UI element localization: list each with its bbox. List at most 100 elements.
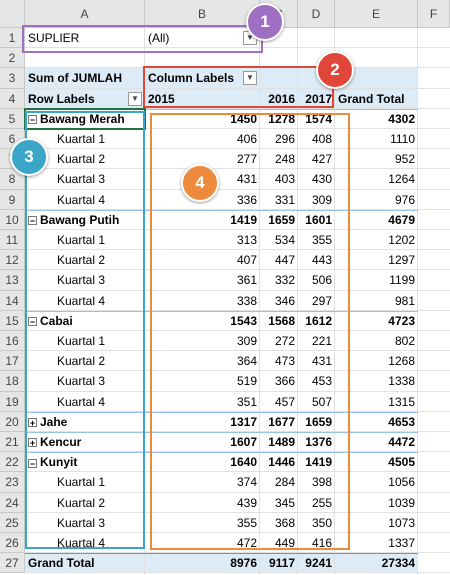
value-cell: 336 [236,192,257,207]
row-label: Kuartal 2 [25,250,145,270]
column-dropdown[interactable]: ▼ [243,71,257,86]
grid-line [25,208,450,210]
expand-toggle[interactable]: + [28,418,37,429]
row-header[interactable]: 1 [0,28,25,49]
row-header[interactable]: 18 [0,371,25,392]
value-cell: 1489 [268,435,295,449]
row-header[interactable]: 21 [0,432,25,453]
value-cell: 431 [236,172,257,187]
row-header[interactable]: 23 [0,472,25,493]
total-cell: 981 [394,293,415,308]
row-header[interactable]: 10 [0,209,25,230]
value-cell: 443 [311,253,332,268]
total-cell: 1315 [388,394,415,409]
group-border [25,310,418,312]
total-cell: 1338 [388,374,415,389]
grid-line [25,289,450,291]
value-cell: 507 [311,394,332,409]
group-border [25,432,418,433]
row-label: Kuartal 4 [25,392,145,412]
value-cell: 297 [311,293,332,308]
row-label: Grand Total [25,553,145,573]
year-header: 2017 [305,91,332,106]
row-label: + Jahe [25,412,145,432]
filter-field: SUPLIER [28,31,80,45]
column-header[interactable]: D [298,0,335,28]
total-cell: 4505 [388,455,415,470]
row-header[interactable]: 3 [0,68,25,89]
label-text: Kuartal 2 [57,354,106,369]
row-header[interactable]: 17 [0,351,25,372]
row-header[interactable]: 26 [0,533,25,554]
expand-toggle[interactable]: − [28,216,37,227]
row-dropdown[interactable]: ▼ [128,91,142,106]
value-cell: 248 [274,152,295,167]
value-cell: 351 [236,394,257,409]
grid-line [25,350,450,352]
total-cell: 1199 [389,273,415,288]
row-header[interactable]: 22 [0,452,25,473]
row-header[interactable]: 2 [0,48,25,69]
row-header[interactable]: 12 [0,250,25,271]
grid-line [25,188,450,190]
grid-line [25,390,450,392]
row-header[interactable]: 8 [0,169,25,190]
row-label: Kuartal 1 [25,472,145,492]
grid-line [25,107,450,109]
row-header[interactable]: 16 [0,331,25,352]
value-cell: 1278 [268,111,295,126]
expand-toggle[interactable]: − [28,115,37,126]
row-header[interactable]: 14 [0,290,25,311]
row-header[interactable]: 13 [0,270,25,291]
value-cell: 1376 [305,435,332,449]
expand-toggle[interactable]: − [28,317,37,328]
total-cell: 802 [394,334,415,348]
label-text: Bawang Putih [40,212,120,227]
row-header[interactable]: 25 [0,512,25,533]
value-cell: 364 [236,354,257,369]
value-cell: 331 [274,192,295,207]
total-header: Grand Total [338,91,405,106]
column-header[interactable]: B [145,0,260,28]
row-header[interactable]: 9 [0,189,25,210]
grid-line [25,148,450,150]
row-header[interactable]: 24 [0,492,25,513]
row-header[interactable]: 19 [0,391,25,412]
row-header[interactable]: 5 [0,108,25,129]
column-header[interactable]: E [335,0,418,28]
grid-line [25,491,450,493]
total-cell: 1039 [388,495,415,510]
row-header[interactable]: 15 [0,310,25,331]
row-label: Kuartal 2 [25,149,145,169]
value-cell: 313 [236,233,257,247]
callout-frame [143,66,334,108]
grid-line [25,471,450,473]
value-cell: 368 [274,515,295,530]
value-cell: 284 [274,475,295,490]
value-cell: 1659 [268,212,295,227]
row-header[interactable]: 4 [0,88,25,109]
expand-toggle[interactable]: + [28,438,37,449]
value-cell: 1640 [230,455,257,470]
value-cell: 406 [236,132,257,146]
value-cell: 361 [236,273,257,288]
column-header[interactable]: F [418,0,450,28]
row-label: − Bawang Putih [25,210,145,230]
grid-line [259,28,260,575]
grid-line [25,451,450,453]
total-cell: 976 [394,192,415,207]
column-header[interactable]: A [25,0,145,28]
value-cell: 277 [236,152,257,167]
value-cell: 439 [236,495,257,510]
pivot-band [25,553,418,574]
label-text: Grand Total [28,556,95,571]
row-header[interactable]: 27 [0,553,25,574]
value-cell: 398 [311,475,332,490]
value-cell: 1612 [305,313,332,328]
expand-toggle[interactable]: − [28,458,37,469]
row-label: Kuartal 1 [25,230,145,250]
pivot-band [25,88,418,109]
row-header[interactable]: 11 [0,230,25,251]
row-header[interactable]: 20 [0,411,25,432]
label-text: Kuartal 3 [57,273,106,288]
